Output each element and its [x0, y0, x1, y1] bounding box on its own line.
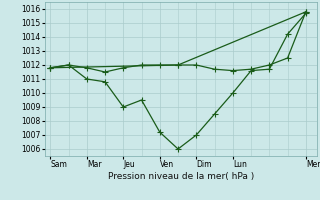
X-axis label: Pression niveau de la mer( hPa ): Pression niveau de la mer( hPa )	[108, 172, 254, 181]
